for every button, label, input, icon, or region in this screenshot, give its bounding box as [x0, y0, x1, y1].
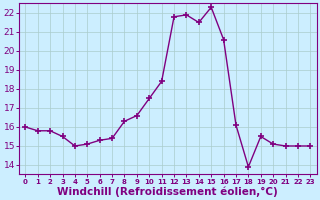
X-axis label: Windchill (Refroidissement éolien,°C): Windchill (Refroidissement éolien,°C) [58, 186, 278, 197]
